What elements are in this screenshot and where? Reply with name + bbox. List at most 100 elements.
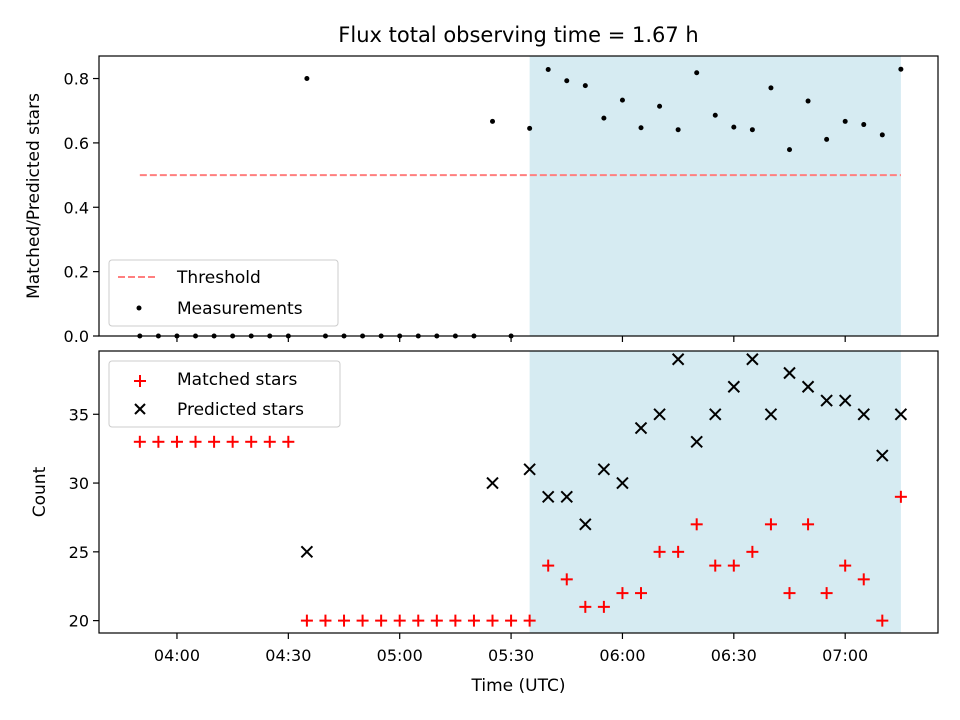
predicted-point <box>894 408 908 421</box>
measurement-point <box>805 98 811 104</box>
matched-point <box>467 614 480 627</box>
matched-point <box>170 435 183 448</box>
predicted-point <box>801 380 815 393</box>
predicted-point <box>690 435 703 448</box>
predicted-point <box>764 408 778 421</box>
measurement-point <box>527 125 533 131</box>
predicted-point <box>783 366 796 380</box>
x-tick-label: 06:30 <box>711 646 757 665</box>
measurement-point <box>638 125 644 131</box>
matched-point <box>319 614 332 627</box>
predicted-point <box>653 408 666 421</box>
top-y-axis-label: Matched/Predicted stars <box>24 93 44 299</box>
count-points <box>133 353 908 627</box>
matched-point <box>579 600 592 613</box>
top-x-ticks <box>176 336 846 342</box>
matched-point <box>764 518 777 531</box>
predicted-point <box>616 476 629 490</box>
top-y-ticks: 0.0 0.2 0.4 0.6 0.8 <box>64 70 99 346</box>
top-highlight-span <box>529 56 901 336</box>
matched-point <box>152 435 165 448</box>
predicted-point <box>634 421 648 435</box>
matched-point <box>597 600 610 613</box>
top-y-tick-label: 0.0 <box>64 327 89 346</box>
matched-point <box>208 435 221 448</box>
top-y-tick-label: 0.2 <box>64 263 89 282</box>
measurement-point <box>619 97 625 103</box>
measurement-point <box>582 83 588 89</box>
matched-point <box>857 573 870 586</box>
predicted-point <box>727 380 741 393</box>
ratio-panel: Flux total observing time = 1.67 h Match… <box>24 23 939 346</box>
matched-point <box>820 587 833 600</box>
matched-point <box>894 490 907 503</box>
measurement-point <box>545 67 551 73</box>
bottom-highlight-span <box>529 351 901 633</box>
matched-point <box>263 435 276 448</box>
measurement-point <box>490 118 496 124</box>
predicted-point <box>838 394 852 407</box>
matched-point <box>189 435 202 448</box>
matched-point <box>523 614 536 627</box>
bottom-y-tick-label: 20 <box>69 612 89 631</box>
predicted-point <box>523 463 536 476</box>
predicted-point <box>876 449 889 462</box>
measurement-point <box>861 122 867 128</box>
measurement-point <box>564 78 570 84</box>
measurement-point <box>731 124 737 130</box>
legend-measurements-label: Measurements <box>177 299 303 319</box>
measurement-point <box>601 115 607 121</box>
predicted-point <box>541 490 555 504</box>
x-tick-label: 04:00 <box>154 646 200 665</box>
matched-point <box>690 518 703 531</box>
bottom-x-ticks: 04:00 04:30 05:00 05:30 06:00 06:30 07:00 <box>154 633 868 665</box>
bottom-y-axis-label: Count <box>30 466 50 517</box>
measurement-point <box>768 85 774 91</box>
measurement-point <box>898 66 904 72</box>
matched-point <box>505 614 518 627</box>
measurement-point <box>694 70 700 76</box>
bottom-legend-box <box>108 360 341 428</box>
x-tick-label: 04:30 <box>265 646 311 665</box>
predicted-point <box>746 353 759 366</box>
measurement-point <box>824 136 830 142</box>
matched-point <box>839 559 852 572</box>
top-y-tick-label: 0.8 <box>64 70 89 89</box>
x-tick-label: 05:30 <box>488 646 534 665</box>
top-y-tick-label: 0.6 <box>64 134 89 153</box>
predicted-point <box>709 408 722 421</box>
matched-point <box>393 614 406 627</box>
predicted-point <box>857 408 870 421</box>
bottom-legend: Matched stars Predicted stars <box>108 360 341 428</box>
x-tick-label: 07:00 <box>822 646 868 665</box>
predicted-legend-swatch <box>134 403 146 415</box>
matched-point <box>486 614 499 627</box>
bottom-y-tick-label: 35 <box>69 405 89 424</box>
matched-point <box>783 587 796 600</box>
predicted-point <box>579 518 592 531</box>
measurement-point <box>787 147 793 153</box>
matched-point <box>560 573 573 586</box>
x-axis-label: Time (UTC) <box>471 676 566 696</box>
x-tick-label: 05:00 <box>377 646 423 665</box>
matched-point <box>226 435 239 448</box>
matched-point <box>709 559 722 572</box>
matched-point <box>375 614 388 627</box>
matched-point <box>338 614 351 627</box>
bottom-y-tick-label: 30 <box>69 474 89 493</box>
measurement-point <box>675 127 681 133</box>
matched-point <box>300 614 313 627</box>
matched-point <box>802 518 815 531</box>
legend-matched-label: Matched stars <box>177 370 297 390</box>
matched-point <box>616 587 629 600</box>
x-tick-label: 06:00 <box>599 646 645 665</box>
matched-point <box>449 614 462 627</box>
bottom-y-tick-label: 25 <box>69 543 89 562</box>
bottom-axes-frame <box>98 350 939 634</box>
matched-point <box>245 435 258 448</box>
predicted-point <box>597 463 611 476</box>
matched-point <box>133 435 146 448</box>
matched-point <box>356 614 369 627</box>
matched-point <box>727 559 740 572</box>
matched-point <box>430 614 443 627</box>
